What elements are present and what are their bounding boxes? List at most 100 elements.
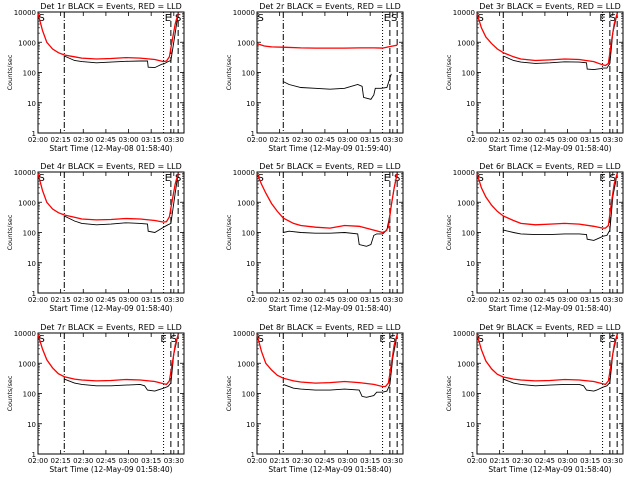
x-tick-label: 03:30 xyxy=(164,457,184,465)
event-marker-label: S xyxy=(610,173,616,184)
x-tick-label: 02:00 xyxy=(247,136,267,144)
x-tick-label: 02:45 xyxy=(535,457,555,465)
chart-panel-5: Det 5r BLACK = Events, RED = LLD 1 10 100 10… xyxy=(225,162,404,313)
x-axis-label: Start Time (12-May-09 01:58:40) xyxy=(49,304,172,313)
y-tick-label: 1000 xyxy=(18,39,36,47)
x-tick-label: 03:00 xyxy=(557,136,577,144)
y-tick-label: 10000 xyxy=(233,169,255,177)
x-tick-label: 03:30 xyxy=(164,296,184,304)
y-tick-label: 100 xyxy=(462,230,475,238)
series-line-lld xyxy=(476,173,618,229)
x-tick-label: 03:00 xyxy=(118,296,138,304)
y-tick-label: 100 xyxy=(242,70,255,78)
chart-title: Det 4r BLACK = Events, RED = LLD xyxy=(40,162,182,171)
x-tick-label: 03:30 xyxy=(383,136,403,144)
event-marker-label: E xyxy=(379,334,385,345)
chart-title: Det 8r BLACK = Events, RED = LLD xyxy=(259,323,401,332)
x-axis-label: Start Time (12-May-09 01:58:40) xyxy=(49,465,172,474)
y-tick-label: 10 xyxy=(466,421,475,429)
x-tick-label: 02:15 xyxy=(51,296,71,304)
y-tick-label: 1000 xyxy=(18,199,36,207)
event-marker-label: S xyxy=(391,13,397,24)
x-tick-label: 03:00 xyxy=(118,136,138,144)
y-tick-label: 1000 xyxy=(237,199,255,207)
chart-title: Det 2r BLACK = Events, RED = LLD xyxy=(259,2,401,11)
y-tick-label: 10000 xyxy=(14,169,36,177)
y-tick-label: 100 xyxy=(242,230,255,238)
x-tick-label: 02:30 xyxy=(73,457,93,465)
plot-frame xyxy=(37,11,185,134)
chart-title: Det 3r BLACK = Events, RED = LLD xyxy=(479,2,621,11)
y-tick-label: 10 xyxy=(27,260,36,268)
x-tick-label: 02:00 xyxy=(28,296,48,304)
y-tick-label: 1000 xyxy=(457,199,475,207)
y-tick-label: 100 xyxy=(23,230,36,238)
chart-title: Det 7r BLACK = Events, RED = LLD xyxy=(40,323,182,332)
y-tick-label: 100 xyxy=(462,391,475,399)
y-axis-label: Counts/sec xyxy=(6,54,14,90)
chart-panel-3: Det 3r BLACK = Events, RED = LLD 1 10 100 10… xyxy=(445,2,624,153)
x-tick-label: 02:30 xyxy=(512,457,532,465)
event-marker-label: S xyxy=(477,13,483,24)
y-tick-label: 1 xyxy=(251,451,255,459)
series-line-events xyxy=(503,173,618,241)
plot-frame xyxy=(37,332,185,455)
x-tick-label: 02:30 xyxy=(292,136,312,144)
x-tick-label: 02:45 xyxy=(535,136,555,144)
x-tick-label: 03:15 xyxy=(580,136,600,144)
chart-panel-9: Det 9r BLACK = Events, RED = LLD 1 10 100 10… xyxy=(445,323,624,474)
event-marker-label: E xyxy=(160,334,166,345)
plot-frame xyxy=(256,332,404,455)
plot-frame xyxy=(476,332,624,455)
y-tick-label: 100 xyxy=(242,391,255,399)
y-tick-label: 10000 xyxy=(453,9,475,17)
x-tick-label: 02:00 xyxy=(247,296,267,304)
y-tick-label: 1000 xyxy=(18,360,36,368)
event-marker-label: S xyxy=(175,173,181,184)
x-tick-label: 02:00 xyxy=(467,457,487,465)
x-tick-label: 02:00 xyxy=(28,136,48,144)
y-tick-label: 10000 xyxy=(233,9,255,17)
chart-title: Det 1r BLACK = Events, RED = LLD xyxy=(40,2,182,11)
x-tick-label: 02:30 xyxy=(512,296,532,304)
chart-title: Det 6r BLACK = Events, RED = LLD xyxy=(479,162,621,171)
x-tick-label: 03:30 xyxy=(603,136,623,144)
x-axis-label: Start Time (12-May-09 01:59:40) xyxy=(268,144,391,153)
x-tick-label: 02:30 xyxy=(73,136,93,144)
y-axis-label: Counts/sec xyxy=(445,54,453,90)
x-tick-label: 02:45 xyxy=(96,136,116,144)
y-axis-label: Counts/sec xyxy=(225,214,233,250)
x-axis-label: Start Time (12-May-09 01:58:40) xyxy=(268,465,391,474)
y-tick-label: 100 xyxy=(23,70,36,78)
x-tick-label: 02:15 xyxy=(490,136,510,144)
plot-frame xyxy=(256,11,404,134)
x-tick-label: 03:00 xyxy=(337,136,357,144)
event-marker-label: S xyxy=(477,334,483,345)
y-axis-label: Counts/sec xyxy=(6,214,14,250)
series-line-events xyxy=(64,173,179,233)
y-tick-label: 1000 xyxy=(457,39,475,47)
series-line-events xyxy=(64,13,179,69)
series-line-lld xyxy=(256,173,398,234)
chart-title: Det 5r BLACK = Events, RED = LLD xyxy=(259,162,401,171)
y-tick-label: 10 xyxy=(246,421,255,429)
y-tick-label: 10000 xyxy=(233,330,255,338)
x-tick-label: 02:30 xyxy=(292,457,312,465)
y-axis-label: Counts/sec xyxy=(445,214,453,250)
chart-panel-2: Det 2r BLACK = Events, RED = LLD 1 10 100 10… xyxy=(225,2,404,153)
y-tick-label: 1 xyxy=(251,130,255,138)
series-line-lld xyxy=(37,334,179,386)
x-tick-label: 02:45 xyxy=(315,296,335,304)
x-tick-label: 03:00 xyxy=(118,457,138,465)
series-line-events xyxy=(283,73,392,100)
series-line-events xyxy=(503,13,618,71)
y-tick-label: 10000 xyxy=(453,169,475,177)
y-tick-label: 1 xyxy=(32,451,36,459)
y-axis-label: Counts/sec xyxy=(225,375,233,411)
x-tick-label: 02:45 xyxy=(535,296,555,304)
event-marker-label: S xyxy=(257,13,263,24)
y-axis-label: Counts/sec xyxy=(225,54,233,90)
x-tick-label: 02:15 xyxy=(490,296,510,304)
y-tick-label: 1000 xyxy=(237,39,255,47)
x-tick-label: 03:00 xyxy=(557,296,577,304)
